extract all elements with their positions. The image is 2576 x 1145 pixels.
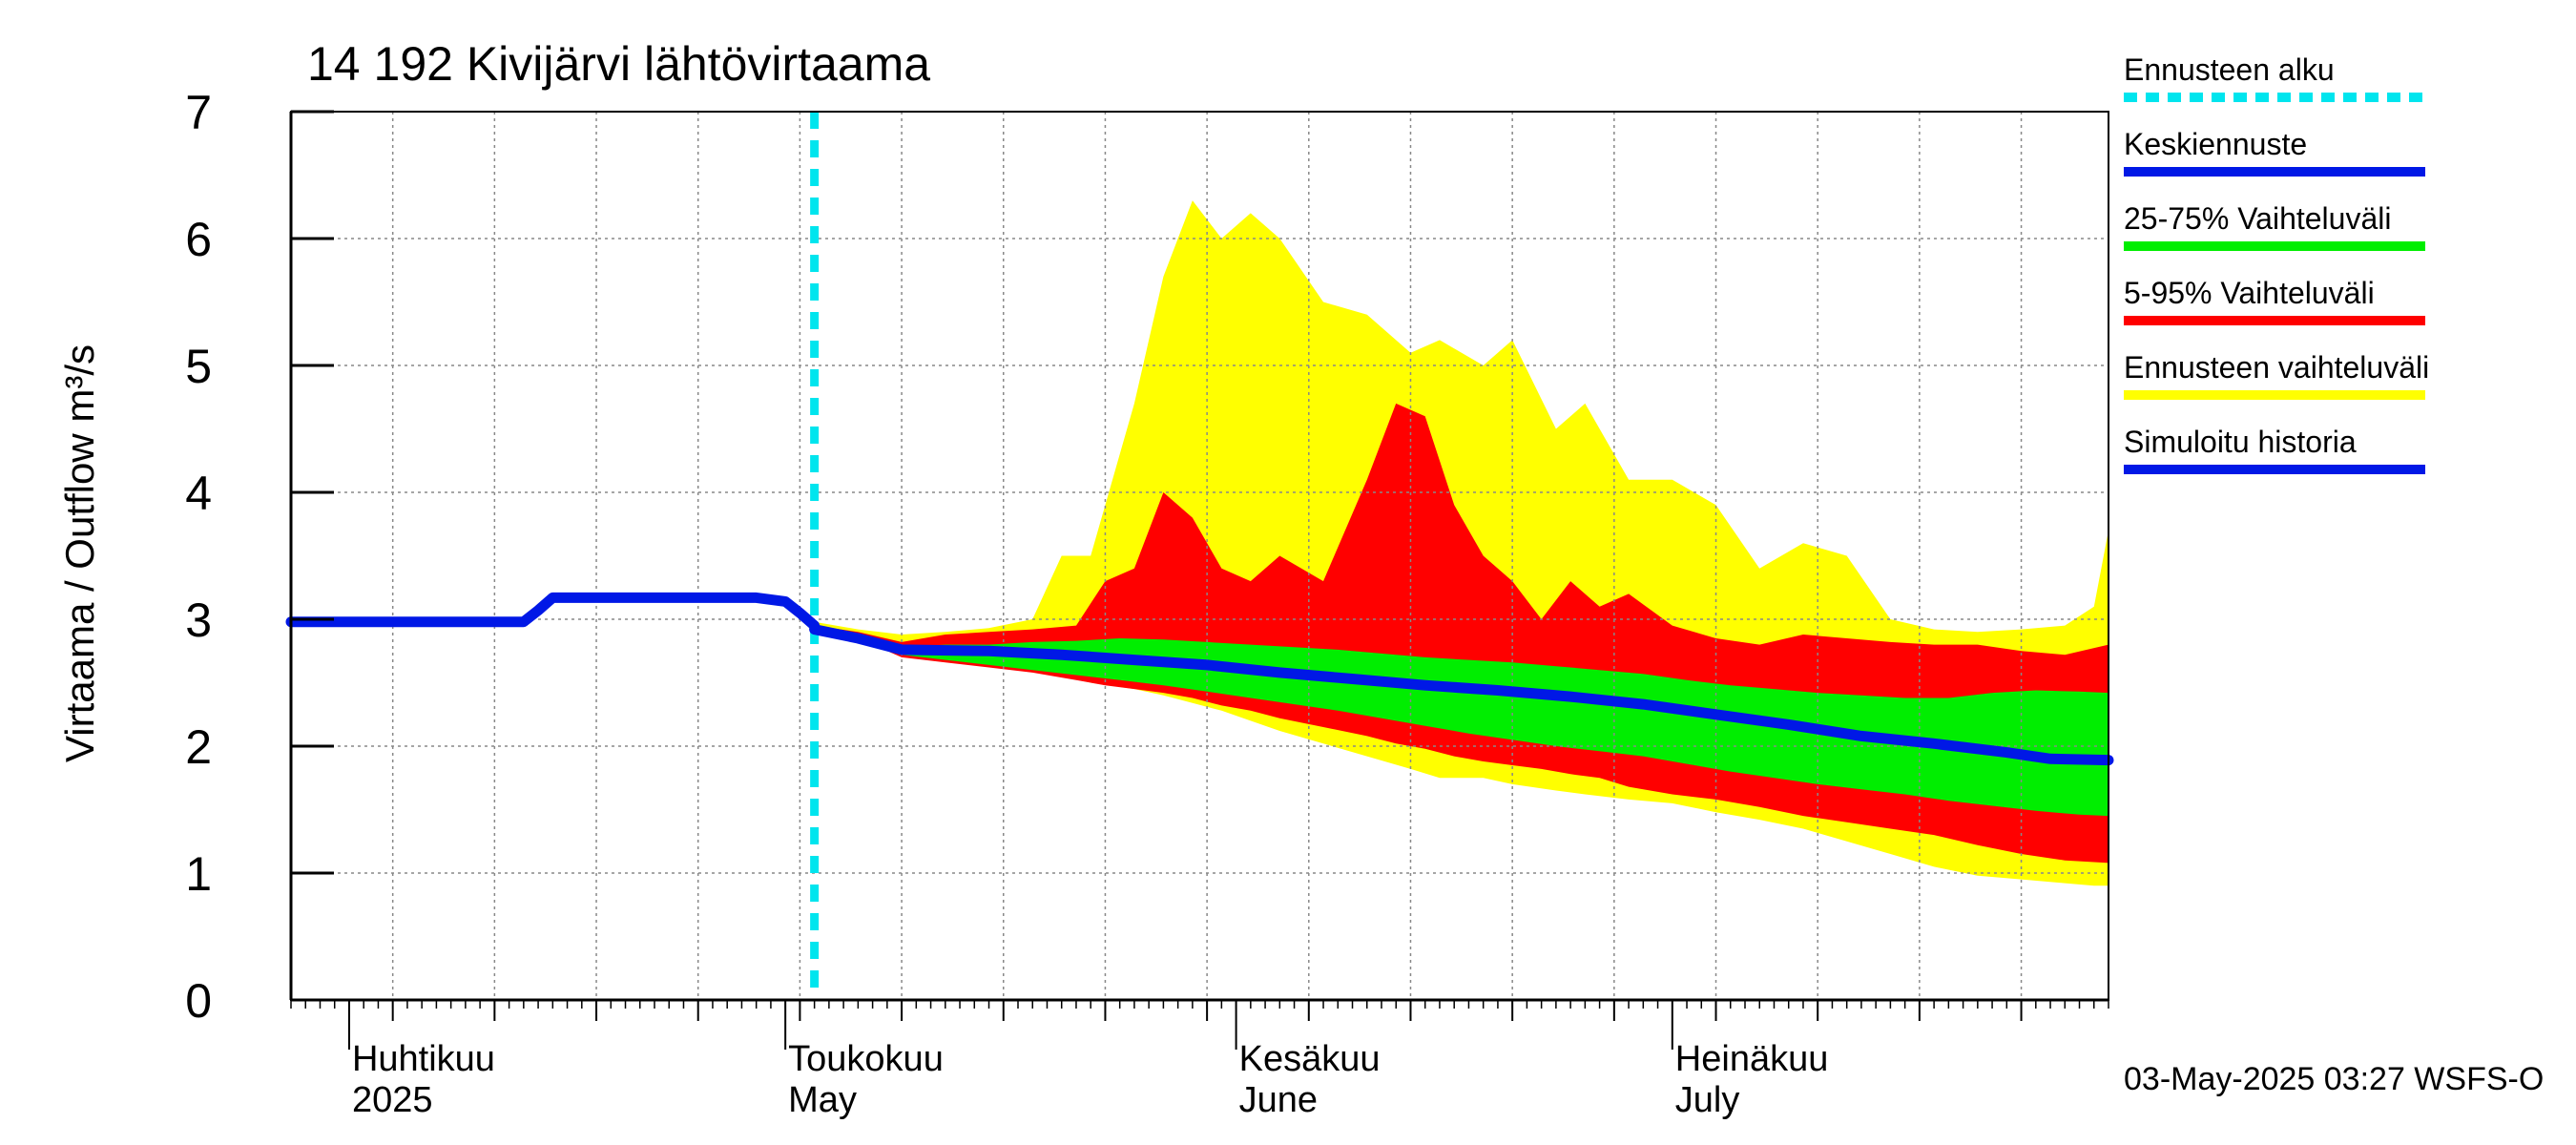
- grid: [291, 111, 2109, 1000]
- legend-label-2: 25-75% Vaihteluväli: [2124, 201, 2391, 236]
- month-label-en-2: June: [1239, 1080, 1318, 1120]
- month-label-fi-2: Kesäkuu: [1239, 1039, 1381, 1079]
- forecast-bands: [814, 200, 2109, 886]
- band-2: [814, 627, 2109, 817]
- y-tick-label: 3: [185, 593, 212, 647]
- footer-timestamp: 03-May-2025 03:27 WSFS-O: [2124, 1061, 2544, 1097]
- y-tick-label: 1: [185, 847, 212, 901]
- y-tick-label: 7: [185, 86, 212, 139]
- y-tick-label: 0: [185, 974, 212, 1028]
- month-label-fi-1: Toukokuu: [788, 1039, 944, 1079]
- month-label-fi-3: Heinäkuu: [1675, 1039, 1829, 1079]
- y-axis-label: Virtaama / Outflow m³/s: [57, 344, 102, 762]
- legend-label-4: Ennusteen vaihteluväli: [2124, 350, 2429, 385]
- y-tick-label: 5: [185, 340, 212, 393]
- month-label-en-0: 2025: [352, 1080, 433, 1120]
- series-lines: [285, 592, 2114, 766]
- month-label-en-3: July: [1675, 1080, 1740, 1120]
- legend-label-0: Ennusteen alku: [2124, 52, 2335, 87]
- legend-label-3: 5-95% Vaihteluväli: [2124, 276, 2375, 310]
- chart-title: 14 192 Kivijärvi lähtövirtaama: [307, 37, 930, 91]
- series-line-1: [809, 624, 2114, 766]
- legend-label-5: Simuloitu historia: [2124, 425, 2357, 459]
- series-line-0: [285, 592, 821, 632]
- legend: Ennusteen alku Keskiennuste 25-75% Vaihtel…: [2124, 52, 2429, 474]
- month-label-en-1: May: [788, 1080, 857, 1120]
- axes: 01234567Huhtikuu2025ToukokuuMayKesäkuuJu…: [185, 86, 2109, 1120]
- y-tick-label: 2: [185, 720, 212, 774]
- y-tick-label: 4: [185, 467, 212, 520]
- month-label-fi-0: Huhtikuu: [352, 1039, 495, 1079]
- y-tick-label: 6: [185, 213, 212, 266]
- legend-label-1: Keskiennuste: [2124, 127, 2307, 161]
